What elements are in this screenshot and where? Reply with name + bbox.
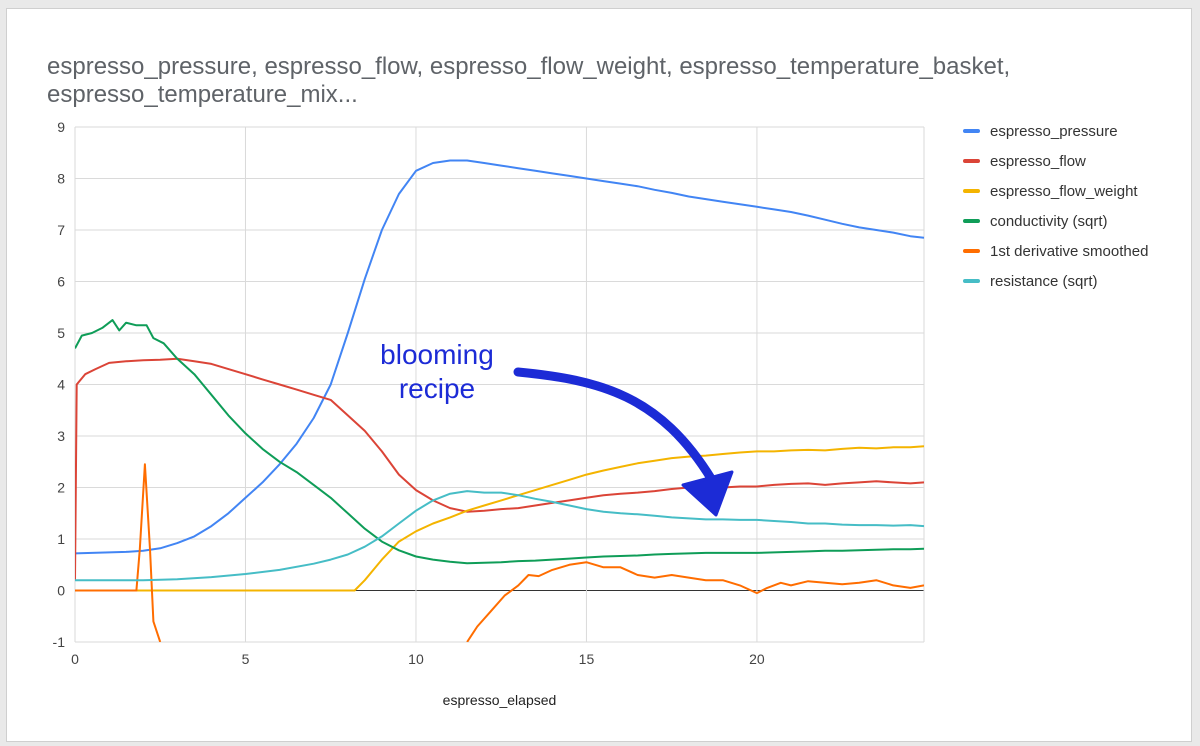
series-line-3 [75,319,924,565]
y-tick-label: -1 [53,634,66,650]
y-tick-label: 3 [57,428,65,444]
legend-label: espresso_flow_weight [990,182,1138,200]
legend-item: espresso_pressure [963,116,1148,146]
legend-item: conductivity (sqrt) [963,206,1148,236]
y-tick-label: 5 [57,325,65,341]
y-tick-label: 6 [57,274,65,290]
chart-title-line-2: espresso_temperature_mix... [47,81,358,108]
legend-label: conductivity (sqrt) [990,212,1108,230]
y-tick-label: 4 [57,377,65,393]
series-line-4 [75,463,924,642]
y-tick-label: 9 [57,119,65,135]
x-tick-label: 5 [242,651,250,667]
annotation-arrow [513,367,717,485]
y-tick-label: 0 [57,583,65,599]
series-line-5 [75,490,924,582]
legend-label: espresso_flow [990,152,1086,170]
legend-item: resistance (sqrt) [963,266,1148,296]
annotation-line-2: recipe [398,373,476,404]
x-axis-label: espresso_elapsed [443,692,557,708]
legend-swatch [963,159,980,163]
y-tick-label: 1 [57,531,65,547]
x-tick-label: 0 [71,651,79,667]
chart-legend: espresso_pressure espresso_flow espresso_f… [963,116,1148,296]
legend-item: espresso_flow [963,146,1148,176]
series-line-1 [75,357,924,581]
legend-swatch [963,249,980,253]
legend-label: 1st derivative smoothed [990,242,1149,260]
series-line-2 [75,445,924,592]
legend-swatch [963,279,980,283]
legend-swatch [963,189,980,193]
legend-label: resistance (sqrt) [990,272,1098,290]
chart-title: espresso_pressure, espresso_flow, espres… [47,53,1147,109]
chart-title-line-1: espresso_pressure, espresso_flow, espres… [47,53,1011,80]
x-tick-label: 20 [749,651,765,667]
y-tick-label: 2 [57,480,65,496]
x-tick-label: 10 [408,651,424,667]
annotation-arrowhead [681,470,734,517]
legend-item: 1st derivative smoothed [963,236,1148,266]
y-tick-label: 8 [57,171,65,187]
x-tick-label: 15 [579,651,595,667]
legend-swatch [963,219,980,223]
blooming-recipe-annotation: blooming recipe [372,338,502,406]
legend-item: espresso_flow_weight [963,176,1148,206]
annotation-line-1: blooming [380,339,494,370]
legend-swatch [963,129,980,133]
y-tick-label: 7 [57,222,65,238]
series-line-0 [75,159,924,555]
series-lines [75,159,924,642]
legend-label: espresso_pressure [990,122,1118,140]
chart-card: espresso_pressure, espresso_flow, espres… [6,8,1192,742]
